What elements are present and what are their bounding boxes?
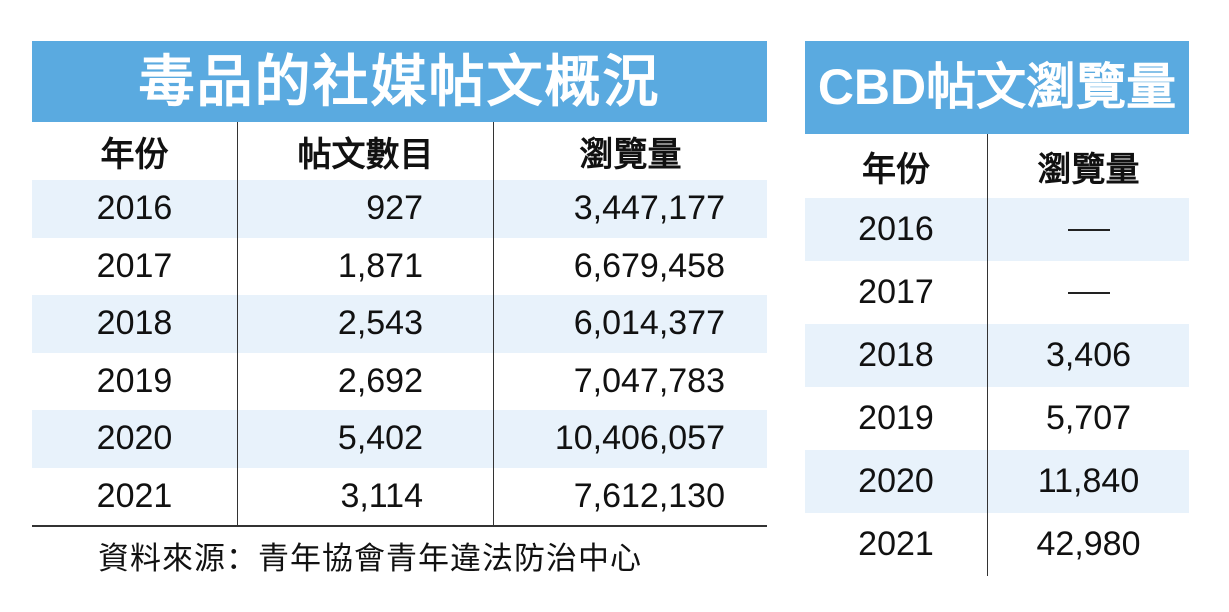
table-row: 2017	[805, 261, 1189, 324]
cbd-views-table: CBD帖文瀏覽量 年份 瀏覽量 2016 2017 2018 3,406 2019 5,7…	[805, 41, 1189, 576]
year-cell: 2016	[805, 198, 988, 261]
views-cell: 3,406	[1045, 336, 1132, 374]
drug-posts-table: 毒品的社媒帖文概況 年份 帖文數目 瀏覽量 2016 927 3,447,177 20…	[32, 41, 767, 578]
posts-cell: 2,692	[238, 352, 494, 410]
table-row: 2020 11,840	[805, 450, 1189, 513]
table-row: 2021 42,980	[805, 513, 1189, 576]
cbd-views-table-title: CBD帖文瀏覽量	[805, 41, 1189, 134]
year-cell: 2021	[32, 467, 238, 525]
year-cell: 2019	[32, 352, 238, 410]
posts-cell: 2,543	[238, 295, 494, 353]
views-cell: 7,612,130	[573, 476, 725, 515]
drug-posts-table-body: 2016 927 3,447,177 2017 1,871 6,679,458 2018 2,…	[32, 180, 767, 525]
views-cell: 3,447,177	[573, 189, 725, 228]
posts-cell: 927	[238, 180, 494, 238]
source-note: 資料來源：青年協會青年違法防治中心	[98, 541, 642, 576]
year-cell: 2020	[32, 410, 238, 468]
column-header-posts: 帖文數目	[238, 122, 494, 180]
table-row: 2019 5,707	[805, 387, 1189, 450]
table-row: 2016 927 3,447,177	[32, 180, 767, 238]
views-cell: 10,406,057	[554, 419, 725, 458]
column-header-year: 年份	[32, 122, 238, 180]
column-header-views: 瀏覽量	[579, 135, 682, 174]
year-cell: 2017	[805, 261, 988, 324]
views-cell	[988, 261, 1189, 324]
year-cell: 2020	[805, 450, 988, 513]
column-header-year: 年份	[805, 134, 988, 198]
views-cell: 11,840	[1037, 462, 1140, 500]
year-cell: 2021	[805, 513, 988, 576]
year-cell: 2018	[805, 324, 988, 387]
views-cell: 7,047,783	[573, 361, 725, 400]
year-cell: 2016	[32, 180, 238, 238]
table-row: 2016	[805, 198, 1189, 261]
table-row: 2020 5,402 10,406,057	[32, 410, 767, 468]
year-cell: 2018	[32, 295, 238, 353]
table-row: 2018 3,406	[805, 324, 1189, 387]
views-cell	[988, 198, 1189, 261]
table-row: 2021 3,114 7,612,130	[32, 467, 767, 525]
drug-posts-header-row: 年份 帖文數目 瀏覽量	[32, 122, 767, 180]
table-bottom-rule	[32, 525, 767, 527]
posts-cell: 3,114	[238, 467, 494, 525]
column-header-views: 瀏覽量	[1037, 150, 1140, 189]
views-cell: 6,014,377	[573, 304, 725, 343]
posts-cell: 5,402	[238, 410, 494, 468]
table-row: 2018 2,543 6,014,377	[32, 295, 767, 353]
year-cell: 2017	[32, 237, 238, 295]
table-row: 2019 2,692 7,047,783	[32, 352, 767, 410]
table-row: 2017 1,871 6,679,458	[32, 237, 767, 295]
drug-posts-table-title: 毒品的社媒帖文概況	[32, 41, 767, 122]
cbd-views-table-body: 2016 2017 2018 3,406 2019 5,707 2020 11,840 2021…	[805, 198, 1189, 576]
views-cell: 6,679,458	[573, 246, 725, 285]
cbd-views-header-row: 年份 瀏覽量	[805, 134, 1189, 198]
posts-cell: 1,871	[238, 237, 494, 295]
views-cell: 5,707	[1045, 399, 1132, 437]
year-cell: 2019	[805, 387, 988, 450]
no-data-dash	[1067, 228, 1110, 231]
no-data-dash	[1067, 291, 1110, 294]
views-cell: 42,980	[1036, 525, 1141, 563]
